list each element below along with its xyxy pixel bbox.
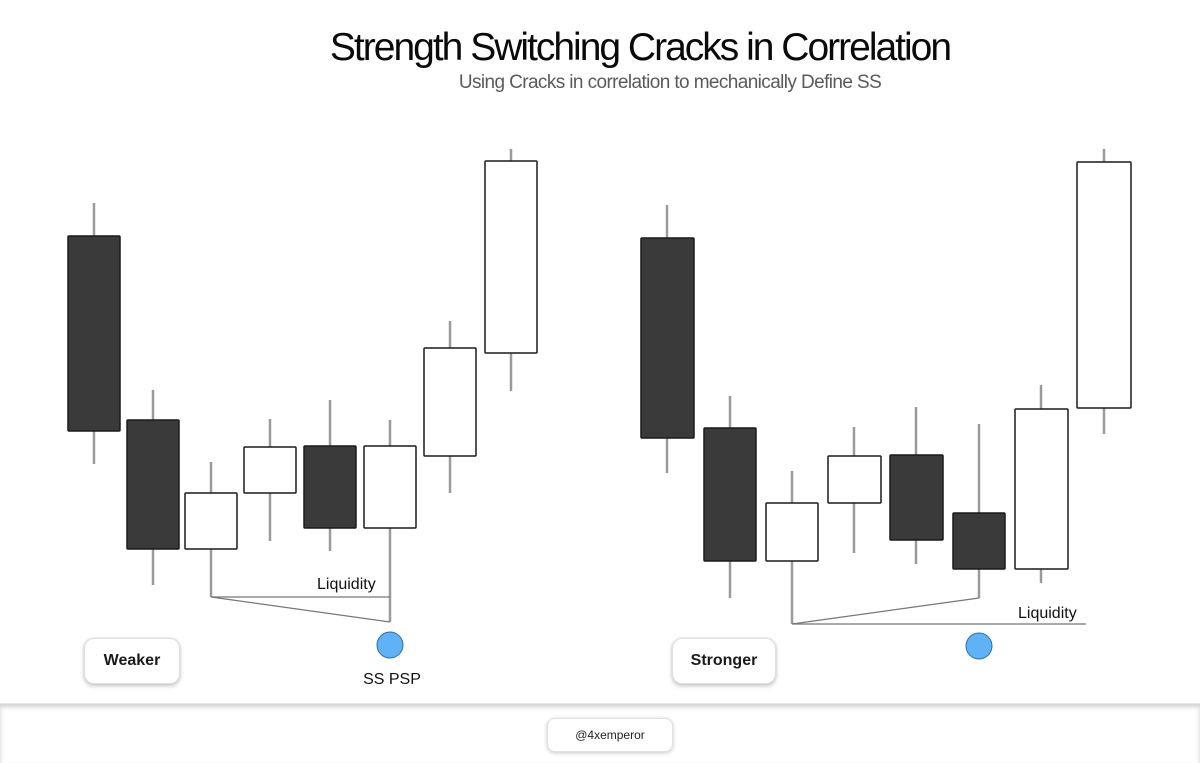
left-ss-psp-marker [377,632,403,658]
right-candle-5 [890,407,943,564]
right-candle-7 [1015,385,1068,583]
left-candle-5 [304,400,356,551]
right-candle-6 [953,424,1005,598]
left-candle-2 [127,390,179,585]
left-candle-4 [244,419,296,541]
left-candles [68,149,537,622]
left-candle-7 [424,321,476,493]
left-liquidity-lines [211,597,390,622]
left-candle-8 [485,149,537,391]
right-candle-1 [641,205,694,473]
right-candles [641,149,1131,624]
right-candle-2 [704,396,756,598]
stronger-label-box: Stronger [672,638,776,684]
left-liquidity-label: Liquidity [317,576,376,593]
weaker-label-box: Weaker [84,638,180,684]
left-marker-label: SS PSP [363,671,421,688]
author-handle[interactable]: @4xemperor [547,718,673,752]
right-liquidity-label: Liquidity [1018,605,1077,622]
right-marker [966,633,992,659]
right-candle-8 [1077,149,1131,434]
right-candle-3 [766,471,818,624]
right-candle-4 [828,427,881,553]
left-candle-1 [68,203,120,464]
footer-bar: @4xemperor [0,703,1200,763]
left-candle-3 [185,462,237,597]
